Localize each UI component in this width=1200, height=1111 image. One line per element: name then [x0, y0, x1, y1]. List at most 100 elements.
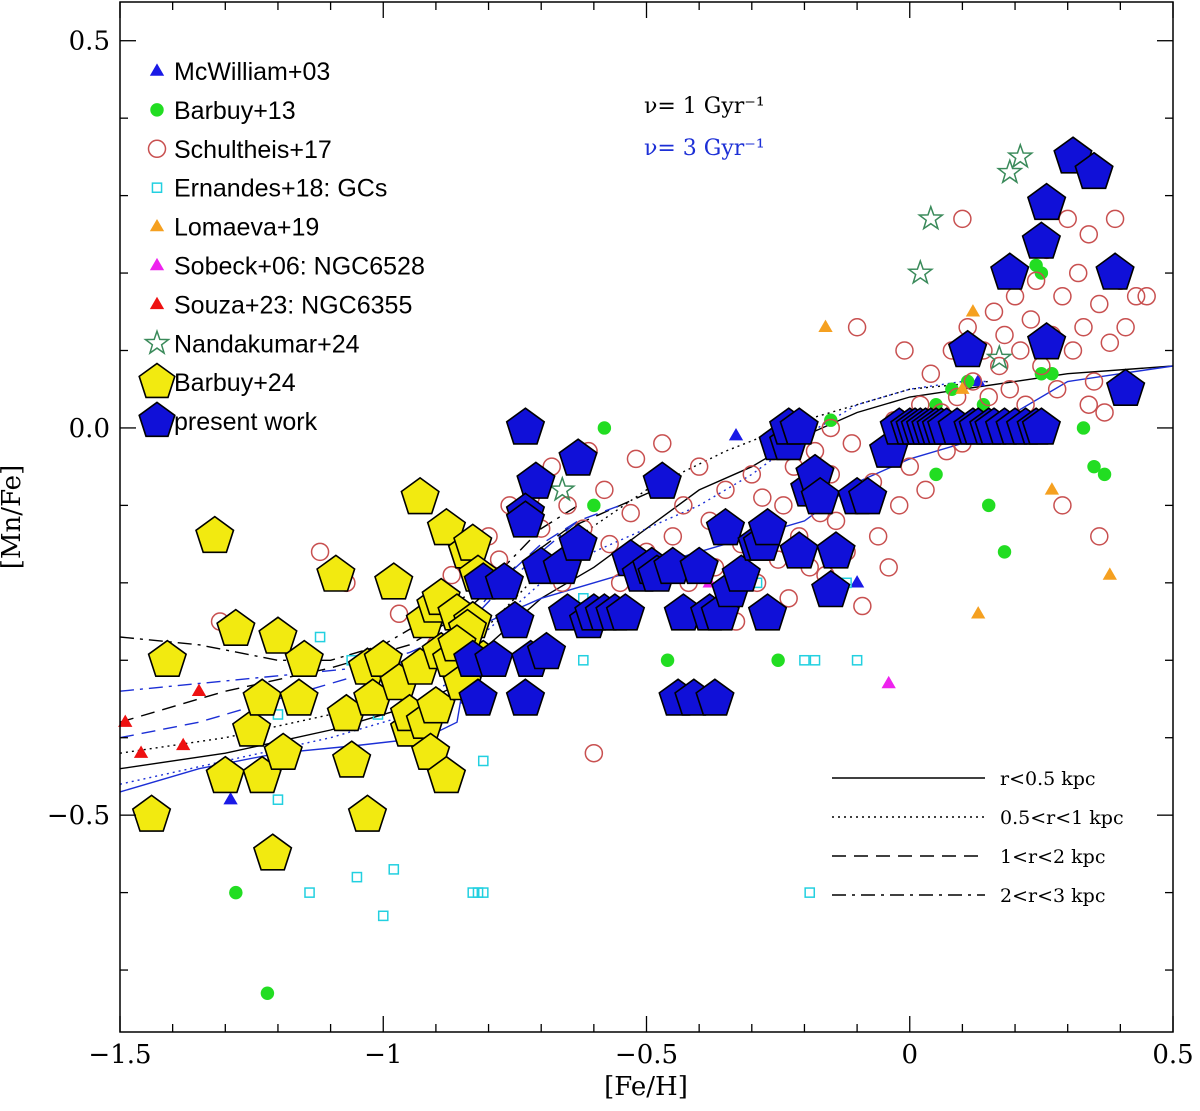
data-point — [1021, 221, 1062, 259]
data-point — [263, 732, 303, 771]
data-point — [937, 441, 956, 461]
data-point — [953, 209, 972, 229]
legend-marker-souza-23-ngc6355 — [149, 296, 165, 310]
data-point — [774, 496, 793, 515]
model-line-nu3-0-5-r-1-kpc — [119, 380, 989, 785]
data-point — [400, 476, 440, 515]
legend-label-nandakumar-24: Nandakumar+24 — [174, 330, 360, 358]
line-key-label-0-5-r-1-kpc: 0.5<r<1 kpc — [1000, 807, 1124, 829]
data-point — [351, 871, 363, 883]
data-point — [600, 534, 619, 554]
data-point — [474, 639, 514, 678]
y-tick-label: −0.5 — [47, 801, 110, 831]
data-point — [982, 498, 996, 513]
data-point — [1100, 333, 1120, 353]
data-point — [1053, 496, 1072, 515]
legend-label-ernandes-18-gcs: Ernandes+18: GCs — [174, 175, 387, 203]
model-labels: ν= 1 Gyr⁻¹ ν= 3 Gyr⁻¹ — [644, 94, 765, 161]
data-point — [1034, 266, 1049, 280]
data-point — [742, 465, 762, 484]
data-point — [826, 511, 846, 531]
data-point — [963, 372, 983, 391]
data-point — [505, 678, 546, 716]
data-point — [605, 593, 646, 631]
data-point — [388, 864, 400, 875]
data-point — [1079, 225, 1099, 244]
data-point — [847, 318, 867, 337]
data-point — [1021, 310, 1041, 329]
data-point — [389, 604, 409, 624]
data-point — [976, 397, 991, 412]
data-point — [929, 467, 943, 482]
data-point — [818, 319, 833, 332]
data-point — [990, 356, 1009, 376]
data-point — [426, 507, 467, 546]
data-point — [990, 252, 1030, 290]
data-point — [809, 654, 821, 666]
legend-marker-ernandes-18-gcs — [151, 182, 163, 194]
data-point — [906, 258, 934, 285]
data-point — [824, 413, 838, 427]
data-point — [133, 745, 149, 758]
legend-marker-barbuy-24 — [138, 362, 176, 399]
data-point — [1074, 151, 1114, 190]
data-point — [1011, 341, 1030, 360]
data-point — [811, 569, 851, 608]
data-point — [484, 562, 525, 600]
data-point — [231, 709, 272, 747]
data-point — [191, 683, 207, 696]
legend-label-barbuy-13: Barbuy+13 — [174, 97, 296, 125]
data-point — [916, 480, 935, 500]
data-point — [1058, 209, 1077, 229]
data-point — [597, 421, 612, 435]
data-point — [505, 500, 546, 538]
data-point — [426, 755, 467, 794]
data-point — [195, 515, 235, 554]
data-point — [516, 461, 556, 499]
legend-label-souza-23-ngc6355: Souza+23: NGC6355 — [174, 291, 412, 319]
data-point — [1034, 367, 1049, 381]
x-axis-title: [Fe/H] — [604, 1072, 688, 1102]
data-point — [477, 887, 489, 898]
data-point — [1087, 459, 1101, 474]
data-point — [118, 714, 133, 727]
data-point — [705, 507, 746, 546]
data-point — [1000, 379, 1020, 399]
data-point — [558, 496, 577, 515]
data-point — [984, 302, 1004, 322]
y-axis-title: [Mn/Fe] — [0, 465, 27, 569]
data-point — [679, 546, 719, 585]
data-point — [587, 498, 601, 513]
y-tick-label: 0.0 — [69, 414, 110, 444]
x-tick-label: −1 — [364, 1040, 402, 1070]
data-point — [316, 554, 356, 592]
data-point — [377, 910, 389, 922]
data-point — [1137, 287, 1156, 306]
data-point — [728, 428, 744, 441]
data-point — [578, 654, 589, 666]
data-point — [995, 325, 1014, 345]
data-point — [847, 476, 888, 515]
series-lomaeva-19 — [818, 304, 1117, 619]
data-point — [842, 434, 862, 453]
data-point — [881, 675, 896, 689]
data-point — [1026, 322, 1067, 360]
legend-label-present-work: present work — [174, 408, 318, 436]
data-point — [1063, 341, 1083, 360]
data-point — [779, 407, 819, 445]
data-point — [242, 678, 282, 716]
data-point — [960, 374, 975, 389]
legend-marker-sobeck-06-ngc6528 — [149, 257, 165, 271]
data-points — [118, 136, 1156, 1000]
data-point — [771, 653, 785, 667]
data-point — [176, 737, 191, 751]
x-tick-label: −1.5 — [88, 1040, 151, 1070]
legend-marker-schultheis-17 — [147, 139, 167, 159]
data-point — [310, 542, 330, 562]
data-point — [997, 545, 1012, 559]
data-point — [1079, 395, 1099, 414]
data-point — [716, 480, 735, 500]
data-point — [804, 887, 816, 898]
data-point — [663, 527, 683, 546]
